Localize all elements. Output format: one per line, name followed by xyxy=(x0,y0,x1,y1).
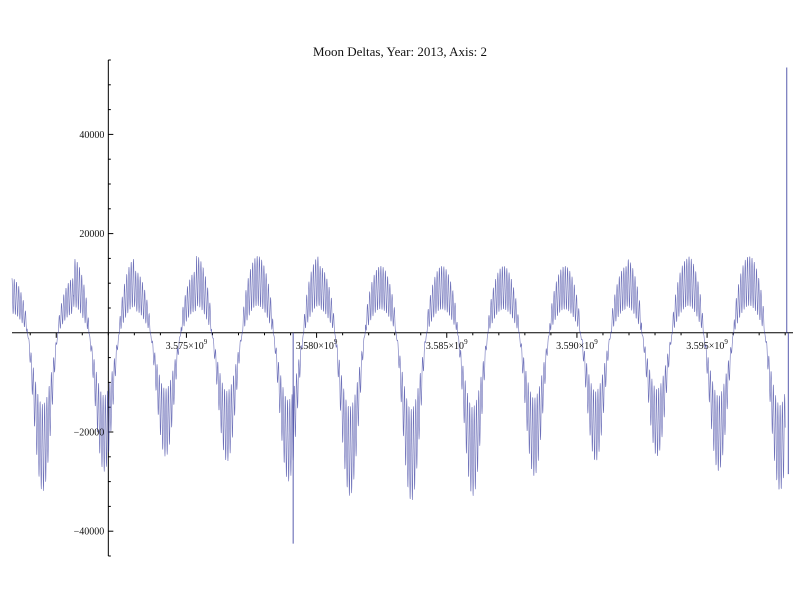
x-tick-label-base: 3.595×10 xyxy=(686,341,724,352)
x-tick-label-exponent: 9 xyxy=(464,338,468,346)
x-tick-label-exponent: 9 xyxy=(724,338,728,346)
x-tick-label-base: 3.575×10 xyxy=(166,341,204,352)
x-tick-label: 3.580×109 xyxy=(296,338,338,352)
y-tick-label: 40000 xyxy=(79,130,104,141)
x-tick-label: 3.575×109 xyxy=(166,338,208,352)
chart-title: Moon Deltas, Year: 2013, Axis: 2 xyxy=(313,44,487,59)
tick-labels: 3.575×109 3.580×109 3.585×109 3.590×109 3.59… xyxy=(74,130,729,538)
x-tick-label: 3.590×109 xyxy=(556,338,598,352)
x-tick-label: 3.585×109 xyxy=(426,338,468,352)
x-tick-label: 3.595×109 xyxy=(686,338,728,352)
y-tick-label: 20000 xyxy=(79,229,104,240)
y-tick-label: −40000 xyxy=(74,527,105,538)
x-tick-label-exponent: 9 xyxy=(594,338,598,346)
x-tick-label-base: 3.585×10 xyxy=(426,341,464,352)
series-line xyxy=(11,255,786,501)
x-tick-label-exponent: 9 xyxy=(204,338,208,346)
x-tick-label-exponent: 9 xyxy=(334,338,338,346)
y-tick-label: −20000 xyxy=(74,428,105,439)
x-tick-label-base: 3.580×10 xyxy=(296,341,334,352)
series-layer xyxy=(11,67,789,544)
x-tick-label-base: 3.590×10 xyxy=(556,341,594,352)
